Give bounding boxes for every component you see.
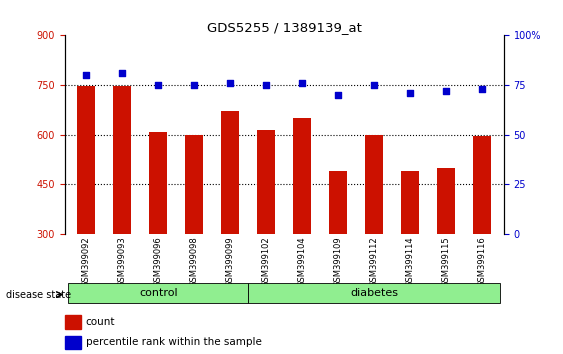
FancyBboxPatch shape	[248, 282, 501, 303]
Text: GSM399114: GSM399114	[406, 236, 415, 287]
Point	[442, 88, 451, 94]
Point	[298, 80, 307, 86]
Bar	[77, 86, 95, 234]
Point	[334, 92, 343, 98]
Bar	[329, 171, 347, 234]
Text: GSM399116: GSM399116	[478, 236, 487, 287]
Point	[118, 70, 127, 76]
Point	[406, 90, 415, 96]
Text: GSM399102: GSM399102	[262, 236, 271, 287]
Text: GSM399092: GSM399092	[82, 236, 91, 287]
Text: GSM399112: GSM399112	[370, 236, 379, 287]
Point	[478, 86, 487, 92]
Text: GSM399104: GSM399104	[298, 236, 307, 287]
Bar	[65, 315, 81, 329]
Point	[154, 82, 163, 88]
Bar	[437, 167, 455, 234]
Bar	[65, 336, 81, 349]
Text: percentile rank within the sample: percentile rank within the sample	[86, 337, 261, 348]
Bar	[293, 118, 311, 234]
Point	[190, 82, 199, 88]
Point	[262, 82, 271, 88]
Bar	[221, 111, 239, 234]
FancyBboxPatch shape	[68, 282, 248, 303]
Text: disease state: disease state	[6, 290, 71, 299]
Text: control: control	[139, 288, 178, 298]
Bar	[185, 135, 203, 234]
Text: count: count	[86, 317, 115, 327]
Title: GDS5255 / 1389139_at: GDS5255 / 1389139_at	[207, 21, 362, 34]
Bar	[257, 130, 275, 234]
Text: diabetes: diabetes	[350, 288, 398, 298]
Point	[82, 72, 91, 78]
Point	[370, 82, 379, 88]
Text: GSM399115: GSM399115	[442, 236, 451, 287]
Text: GSM399109: GSM399109	[334, 236, 343, 287]
Bar	[401, 171, 419, 234]
Bar	[149, 132, 167, 234]
Text: GSM399093: GSM399093	[118, 236, 127, 287]
Bar	[113, 86, 131, 234]
Text: GSM399096: GSM399096	[154, 236, 163, 287]
Text: GSM399099: GSM399099	[226, 236, 235, 287]
Point	[226, 80, 235, 86]
Bar	[365, 135, 383, 234]
Bar	[473, 136, 491, 234]
Text: GSM399098: GSM399098	[190, 236, 199, 287]
